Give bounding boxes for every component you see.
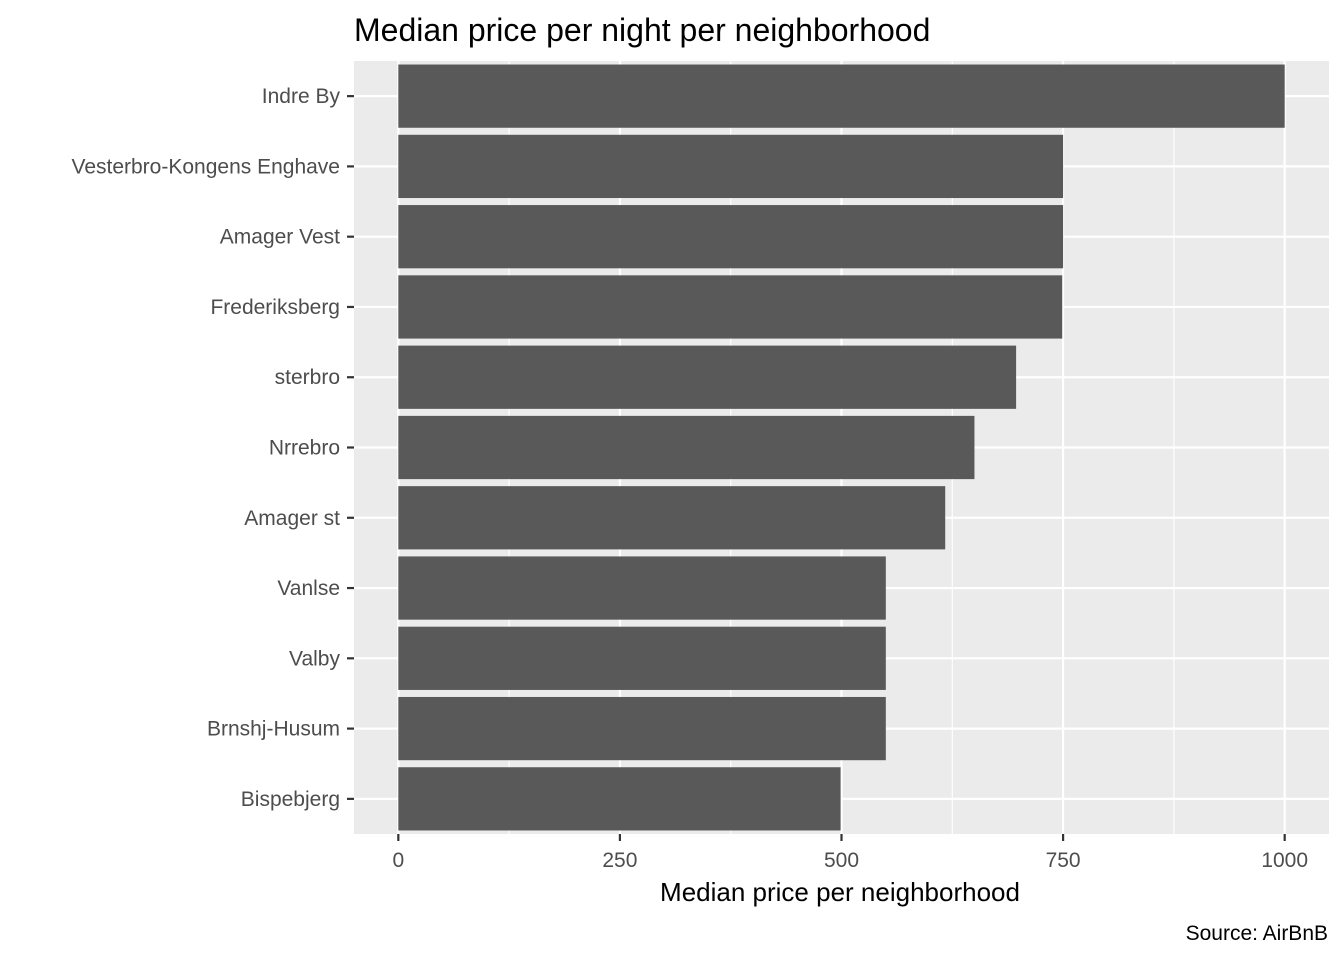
y-tick-label: Vanlse	[277, 577, 340, 600]
chart-caption: Source: AirBnB	[1186, 922, 1328, 945]
bar	[398, 696, 886, 761]
y-tick-label: Bispebjerg	[241, 788, 340, 811]
x-axis-title: Median price per neighborhood	[660, 877, 1020, 907]
bar	[398, 275, 1063, 339]
x-tick-label: 500	[824, 849, 859, 872]
chart-title: Median price per night per neighborhood	[354, 12, 930, 48]
bar	[398, 345, 1017, 409]
y-tick-label: Amager Vest	[220, 226, 340, 249]
bar	[398, 205, 1064, 269]
bar	[398, 556, 886, 620]
x-axis: 0 250 500 750 1000	[392, 834, 1308, 872]
y-tick-label: Nrrebro	[269, 437, 340, 460]
y-tick-label: Indre By	[262, 85, 341, 108]
bar	[398, 64, 1285, 128]
y-tick-label: Frederiksberg	[210, 296, 340, 319]
bars	[398, 64, 1285, 831]
bar	[398, 134, 1064, 199]
x-tick-label: 750	[1046, 849, 1081, 872]
x-tick-label: 1000	[1261, 849, 1308, 872]
y-axis: Indre By Vesterbro-Kongens Enghave Amager …	[71, 85, 354, 811]
y-tick-label: sterbro	[275, 366, 340, 389]
bar	[398, 415, 975, 480]
x-tick-label: 0	[392, 849, 404, 872]
bar	[398, 626, 886, 690]
y-tick-label: Brnshj-Husum	[207, 718, 340, 741]
bar	[398, 767, 841, 831]
y-tick-label: Amager st	[244, 507, 340, 530]
y-tick-label: Valby	[289, 647, 340, 670]
y-tick-label: Vesterbro-Kongens Enghave	[71, 155, 340, 178]
bar	[398, 486, 946, 550]
x-tick-label: 250	[602, 849, 637, 872]
